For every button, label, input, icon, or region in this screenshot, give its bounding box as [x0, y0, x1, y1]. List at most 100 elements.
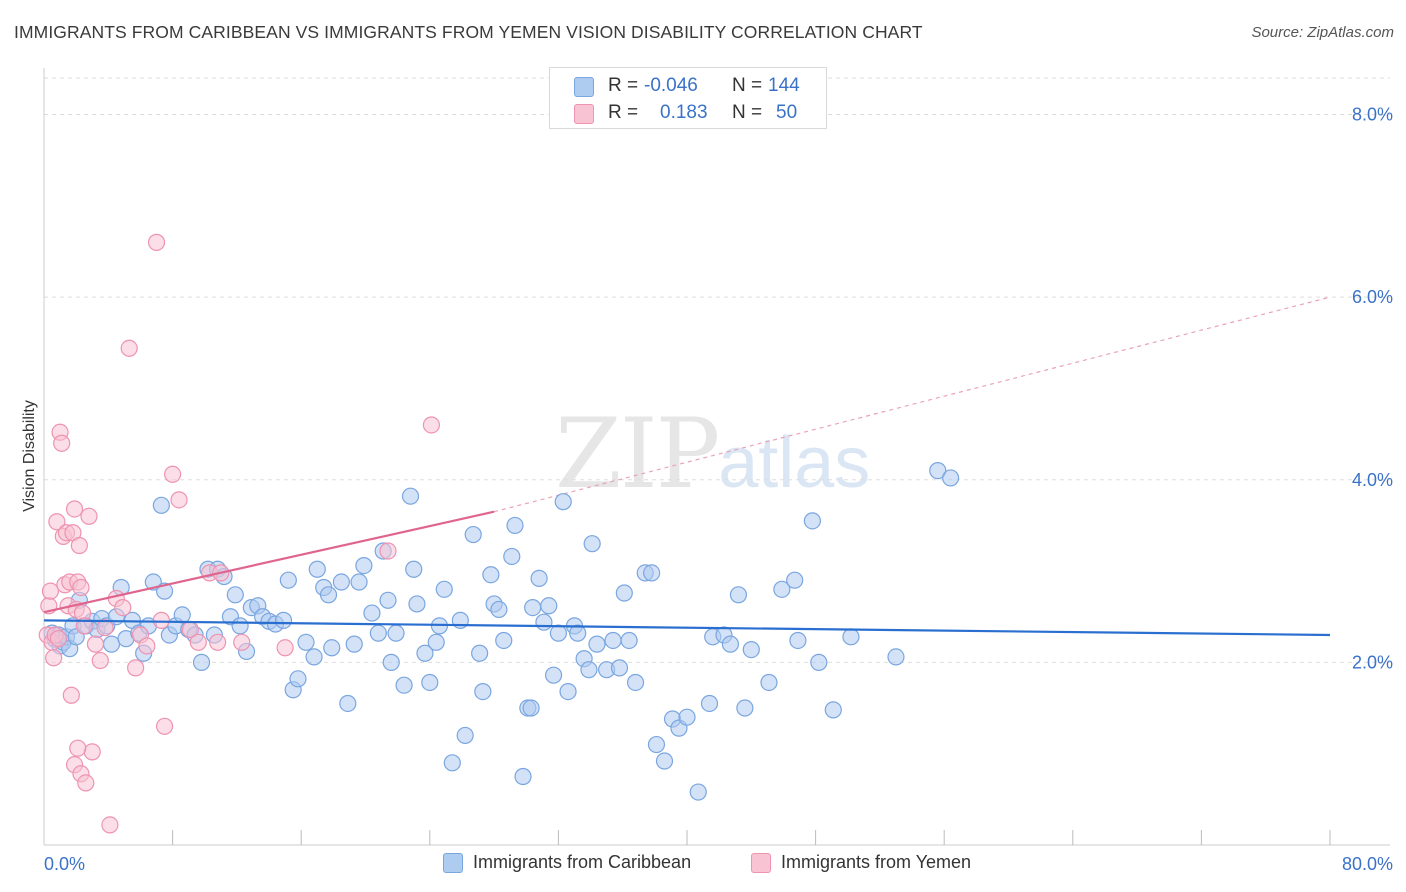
yemen-point	[48, 513, 66, 531]
stats-row-caribbean: R = -0.046 N = 144	[550, 74, 826, 100]
caribbean-point	[610, 659, 629, 677]
caribbean-point	[803, 512, 821, 530]
caribbean-point	[363, 604, 381, 622]
yemen-point	[70, 536, 88, 555]
chart-title: IMMIGRANTS FROM CARIBBEAN VS IMMIGRANTS …	[14, 22, 923, 42]
caribbean-point	[401, 487, 420, 505]
caribbean-point	[231, 617, 249, 635]
source-label: Source: ZipAtlas.com	[1251, 24, 1394, 41]
caribbean-point	[495, 631, 513, 650]
caribbean-point	[297, 633, 315, 651]
yemen-point	[86, 635, 105, 653]
legend-item-yemen: Immigrants from Yemen	[751, 852, 971, 873]
yemen-point	[91, 651, 109, 670]
yemen-point	[80, 507, 98, 525]
caribbean-point	[226, 586, 244, 604]
caribbean-point	[569, 624, 587, 642]
yemen-point	[65, 500, 84, 518]
n-label: N =	[732, 102, 763, 123]
caribbean-point	[369, 624, 387, 642]
y-tick-label: 6.0%	[1352, 287, 1393, 307]
yemen-point	[209, 633, 227, 651]
caribbean-point	[554, 493, 572, 511]
caribbean-point	[173, 606, 191, 624]
yemen-point	[77, 774, 95, 792]
caribbean-point	[583, 535, 601, 553]
caribbean-point	[152, 496, 170, 514]
caribbean-point	[319, 586, 338, 604]
caribbean-point	[604, 631, 622, 650]
caribbean-point	[544, 666, 563, 684]
yemen-point	[170, 491, 188, 509]
yemen-point	[127, 659, 145, 677]
caribbean-point	[736, 699, 754, 717]
caribbean-point	[416, 644, 434, 662]
caribbean-point	[530, 569, 548, 587]
legend-item-caribbean: Immigrants from Caribbean	[443, 852, 691, 873]
caribbean-point	[471, 644, 489, 662]
caribbean-point	[626, 673, 645, 692]
caribbean-point	[339, 694, 357, 713]
r-label: R =	[608, 102, 639, 123]
caribbean-point	[643, 564, 661, 582]
caribbean-point	[620, 631, 638, 650]
stats-swatch-yemen	[574, 104, 594, 124]
caribbean-point	[810, 653, 828, 671]
y-tick-label: 4.0%	[1352, 470, 1393, 490]
caribbean-point	[559, 682, 577, 701]
caribbean-point	[387, 624, 405, 642]
caribbean-point	[323, 639, 341, 657]
yemen-point	[120, 339, 138, 357]
caribbean-point	[514, 767, 532, 786]
caribbean-point	[588, 635, 606, 653]
bottom-legend: Immigrants from Caribbean Immigrants fro…	[0, 852, 1406, 878]
caribbean-point	[405, 560, 423, 578]
caribbean-point	[308, 560, 326, 578]
caribbean-point	[102, 635, 121, 653]
yemen-trend-line	[43, 510, 495, 614]
watermark-zip: ZIP	[555, 398, 720, 510]
yemen-point	[83, 743, 101, 761]
watermark-atlas: atlas	[718, 423, 871, 503]
caribbean-point	[435, 580, 453, 598]
yemen-point	[49, 630, 68, 648]
caribbean-point	[427, 633, 445, 651]
zipatlas-watermark: ZIPatlas	[555, 398, 870, 510]
yemen-point	[45, 649, 63, 667]
caribbean-point	[289, 670, 307, 688]
yemen-point	[164, 465, 182, 483]
caribbean-point	[350, 573, 368, 591]
stats-swatch-caribbean	[574, 77, 594, 97]
caribbean-point	[522, 699, 540, 717]
yemen-point	[155, 717, 174, 735]
caribbean-point	[580, 661, 598, 679]
r-value-yemen: 0.183	[660, 102, 708, 123]
caribbean-point	[443, 754, 461, 772]
caribbean-trend-line	[43, 619, 1331, 637]
caribbean-point	[887, 648, 905, 666]
legend-label-yemen: Immigrants from Yemen	[781, 852, 972, 872]
caribbean-point	[421, 673, 439, 692]
yemen-point	[101, 816, 119, 834]
caribbean-point	[474, 682, 492, 701]
caribbean-point	[655, 752, 674, 770]
yemen-point	[114, 598, 132, 617]
caribbean-point	[464, 525, 482, 544]
yemen-point	[147, 233, 166, 251]
caribbean-point	[503, 547, 521, 566]
x-tick-label: 0.0%	[44, 854, 85, 874]
caribbean-point	[345, 635, 363, 653]
caribbean-point	[382, 653, 400, 671]
yemen-point	[138, 637, 156, 655]
caribbean-point	[305, 648, 323, 666]
yemen-point	[422, 416, 441, 434]
n-label: N =	[732, 75, 763, 96]
caribbean-point	[729, 586, 748, 604]
caribbean-point	[490, 600, 508, 619]
caribbean-point	[395, 676, 413, 694]
caribbean-point	[355, 556, 373, 575]
caribbean-point	[506, 516, 524, 535]
caribbean-point	[279, 571, 297, 589]
caribbean-point	[456, 726, 474, 745]
